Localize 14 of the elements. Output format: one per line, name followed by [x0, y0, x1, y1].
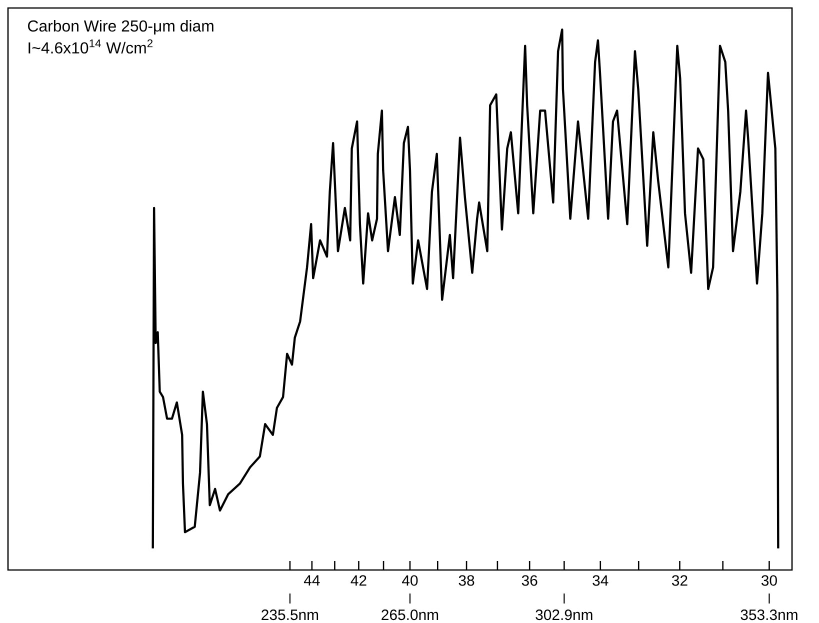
chart-title: Carbon Wire 250-μm diam [28, 20, 214, 34]
text: I~4.6x10$^{14}$ W/cm$^{2}$ [28, 39, 153, 54]
x-tick-label: 265.0nm [382, 609, 438, 620]
text: 40 [402, 574, 418, 586]
text: 38 [458, 574, 474, 586]
text: 34 [592, 574, 608, 586]
x-tick-label: 353.3nm [740, 609, 798, 620]
x-tick-label: 235.5nm [262, 609, 318, 620]
x-tick-label: 302.9nm [536, 609, 592, 620]
text: 36 [522, 574, 538, 586]
text: 44 [304, 574, 320, 586]
text: 32 [672, 574, 688, 586]
text: 42 [350, 574, 366, 586]
text: 30 [761, 574, 777, 586]
